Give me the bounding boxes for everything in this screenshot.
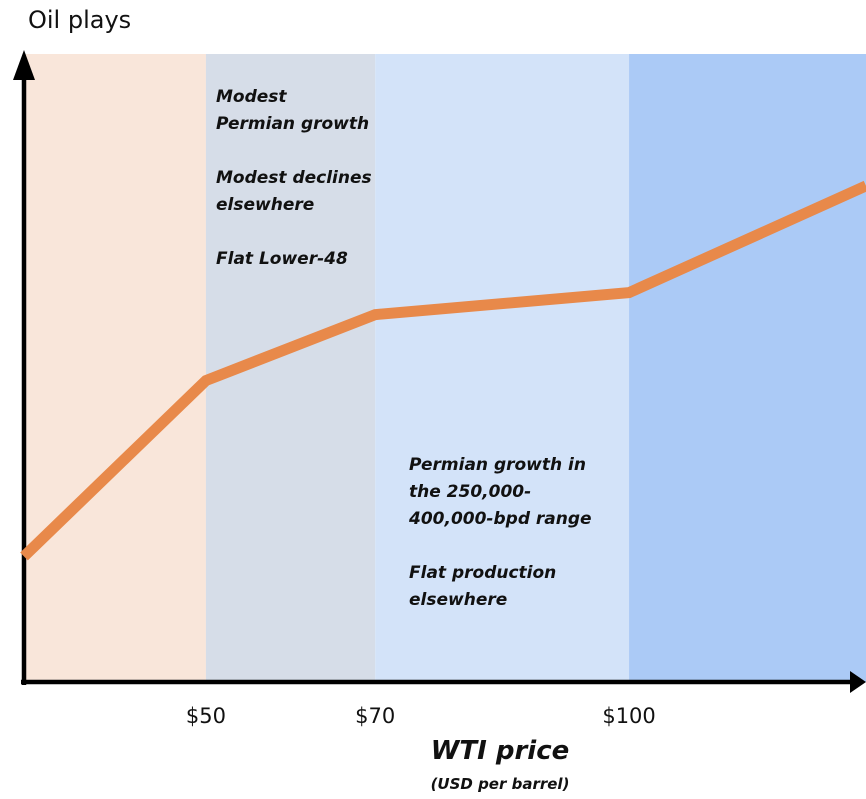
annotation-line: Modest declines bbox=[216, 168, 372, 188]
annotation-line: the 250,000- bbox=[409, 482, 532, 502]
annotation-line: Flat Lower-48 bbox=[216, 249, 348, 269]
x-axis-title: WTI price bbox=[430, 736, 570, 766]
annotation-mid-price: Modest Permian growth Modest declines elsew… bbox=[216, 84, 372, 273]
series-line bbox=[20, 180, 866, 561]
x-axis-arrow bbox=[850, 671, 866, 693]
x-axis-subtitle: (USD per barrel) bbox=[430, 775, 570, 793]
price-band-4 bbox=[629, 54, 866, 682]
annotation-line: elsewhere bbox=[409, 590, 508, 610]
x-tick-label: $50 bbox=[186, 704, 226, 728]
price-band-1 bbox=[24, 54, 206, 682]
annotation-line: Permian growth in bbox=[409, 455, 586, 475]
price-band-3 bbox=[375, 54, 630, 682]
annotation-line: 400,000-bpd range bbox=[409, 509, 592, 529]
annotation-line: Permian growth bbox=[216, 114, 370, 134]
y-axis-arrow bbox=[13, 50, 35, 80]
annotation-line: Modest bbox=[216, 87, 287, 107]
annotation-line: elsewhere bbox=[216, 195, 315, 215]
annotation-line: Flat production bbox=[409, 563, 557, 583]
y-axis-label: Oil plays bbox=[28, 6, 132, 34]
annotation-high-price: Permian growth in the 250,000- 400,000-bpd… bbox=[409, 452, 592, 614]
x-tick-label: $70 bbox=[355, 704, 395, 728]
x-tick-label: $100 bbox=[602, 704, 655, 728]
